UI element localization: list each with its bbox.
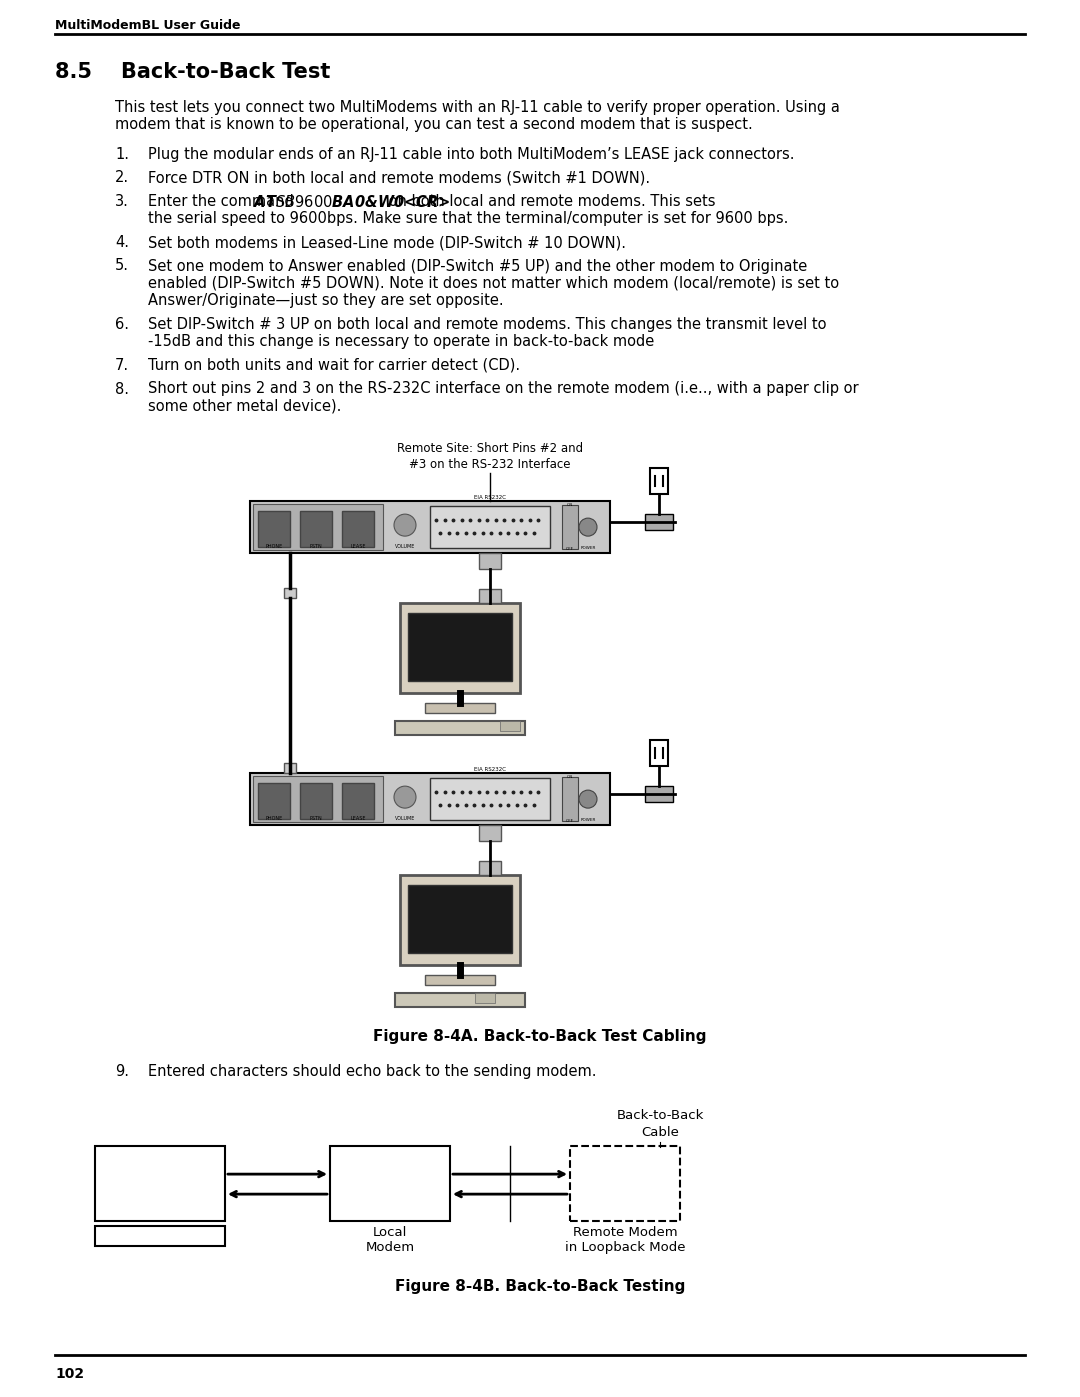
Text: This test lets you connect two MultiModems with an RJ-11 cable to verify proper : This test lets you connect two MultiMode…	[114, 101, 840, 133]
FancyBboxPatch shape	[253, 777, 383, 821]
FancyBboxPatch shape	[400, 604, 519, 693]
Text: 3.: 3.	[114, 194, 129, 210]
Text: PHONE: PHONE	[266, 543, 283, 549]
Text: on both local and remote modems. This sets: on both local and remote modems. This se…	[383, 194, 715, 210]
Text: 2.: 2.	[114, 170, 130, 186]
Text: Enter the command: Enter the command	[148, 194, 298, 210]
Text: POWER: POWER	[580, 819, 596, 821]
Text: 102: 102	[55, 1368, 84, 1382]
Text: LEASE: LEASE	[350, 543, 366, 549]
FancyBboxPatch shape	[342, 511, 374, 548]
FancyBboxPatch shape	[562, 506, 578, 549]
FancyBboxPatch shape	[258, 511, 291, 548]
FancyBboxPatch shape	[426, 703, 495, 712]
FancyBboxPatch shape	[249, 502, 610, 553]
FancyBboxPatch shape	[342, 784, 374, 819]
FancyBboxPatch shape	[650, 468, 669, 495]
Text: Entered characters should echo back to the sending modem.: Entered characters should echo back to t…	[148, 1065, 596, 1078]
Bar	[330, 1146, 450, 1221]
Text: PSTN: PSTN	[310, 816, 322, 821]
FancyBboxPatch shape	[395, 721, 525, 735]
FancyBboxPatch shape	[258, 784, 291, 819]
Bar	[95, 1227, 225, 1246]
Text: PSTN: PSTN	[310, 543, 322, 549]
Text: VOLUME: VOLUME	[395, 543, 415, 549]
Text: ON: ON	[567, 503, 573, 507]
Text: the serial speed to 9600bps. Make sure that the terminal/computer is set for 960: the serial speed to 9600bps. Make sure t…	[148, 211, 788, 226]
Text: Set both modems in Leased-Line mode (DIP-Switch # 10 DOWN).: Set both modems in Leased-Line mode (DIP…	[148, 235, 626, 250]
Bar	[570, 1146, 680, 1221]
FancyBboxPatch shape	[408, 886, 512, 953]
Bar	[95, 1146, 225, 1221]
Text: LEASE: LEASE	[350, 816, 366, 821]
FancyBboxPatch shape	[475, 993, 495, 1003]
FancyBboxPatch shape	[284, 588, 296, 598]
Text: POWER: POWER	[580, 546, 596, 550]
FancyBboxPatch shape	[480, 861, 501, 875]
Text: Short out pins 2 and 3 on the RS-232C interface on the remote modem (i.e.., with: Short out pins 2 and 3 on the RS-232C in…	[148, 381, 859, 414]
Text: Set DIP-Switch # 3 UP on both local and remote modems. This changes the transmit: Set DIP-Switch # 3 UP on both local and …	[148, 317, 826, 349]
FancyBboxPatch shape	[645, 787, 673, 802]
FancyBboxPatch shape	[300, 511, 332, 548]
Text: Plug the modular ends of an RJ-11 cable into both MultiModem’s LEASE jack connec: Plug the modular ends of an RJ-11 cable …	[148, 147, 795, 162]
Text: VOLUME: VOLUME	[395, 816, 415, 821]
FancyBboxPatch shape	[253, 504, 383, 550]
Text: OFF: OFF	[566, 819, 573, 823]
Text: EIA RS232C: EIA RS232C	[474, 495, 507, 500]
FancyBboxPatch shape	[249, 773, 610, 826]
Text: Local
Modem: Local Modem	[365, 1227, 415, 1255]
Text: Figure 8-4A. Back-to-Back Test Cabling: Figure 8-4A. Back-to-Back Test Cabling	[374, 1030, 706, 1044]
Text: Cable: Cable	[642, 1126, 679, 1139]
FancyBboxPatch shape	[650, 740, 669, 766]
Circle shape	[579, 518, 597, 536]
FancyBboxPatch shape	[562, 777, 578, 821]
Text: 8.: 8.	[114, 381, 129, 397]
Text: 9.: 9.	[114, 1065, 129, 1078]
FancyBboxPatch shape	[480, 553, 501, 569]
Text: 5.: 5.	[114, 258, 129, 274]
FancyBboxPatch shape	[500, 721, 519, 731]
Text: Remote Modem
in Loopback Mode: Remote Modem in Loopback Mode	[565, 1227, 685, 1255]
Text: 4.: 4.	[114, 235, 129, 250]
Text: 6.: 6.	[114, 317, 129, 332]
FancyBboxPatch shape	[395, 993, 525, 1007]
FancyBboxPatch shape	[300, 784, 332, 819]
Text: #3 on the RS-232 Interface: #3 on the RS-232 Interface	[409, 458, 570, 471]
FancyBboxPatch shape	[284, 763, 296, 773]
FancyBboxPatch shape	[480, 590, 501, 604]
Text: 1.: 1.	[114, 147, 129, 162]
Text: Back-to-Back: Back-to-Back	[617, 1109, 704, 1122]
Text: ON: ON	[567, 775, 573, 780]
FancyBboxPatch shape	[408, 613, 512, 682]
Text: EIA RS232C: EIA RS232C	[474, 767, 507, 773]
Circle shape	[394, 787, 416, 807]
Text: PHONE: PHONE	[266, 816, 283, 821]
Text: Figure 8-4B. Back-to-Back Testing: Figure 8-4B. Back-to-Back Testing	[395, 1280, 685, 1294]
Text: 7.: 7.	[114, 358, 130, 373]
Text: 8.5    Back-to-Back Test: 8.5 Back-to-Back Test	[55, 61, 330, 82]
Circle shape	[579, 791, 597, 807]
FancyBboxPatch shape	[426, 975, 495, 985]
FancyBboxPatch shape	[400, 875, 519, 965]
FancyBboxPatch shape	[480, 826, 501, 841]
FancyBboxPatch shape	[645, 514, 673, 529]
Text: OFF: OFF	[566, 548, 573, 552]
Circle shape	[394, 514, 416, 536]
Text: Set one modem to Answer enabled (DIP-Switch #5 UP) and the other modem to Origin: Set one modem to Answer enabled (DIP-Swi…	[148, 258, 839, 309]
Text: Force DTR ON in both local and remote modems (Switch #1 DOWN).: Force DTR ON in both local and remote mo…	[148, 170, 650, 186]
FancyBboxPatch shape	[430, 506, 550, 548]
FancyBboxPatch shape	[430, 778, 550, 820]
Text: Turn on both units and wait for carrier detect (CD).: Turn on both units and wait for carrier …	[148, 358, 521, 373]
Text: AT$SB9600$BA0&W0<CR>: AT$SB9600$BA0&W0<CR>	[253, 194, 450, 210]
Text: Remote Site: Short Pins #2 and: Remote Site: Short Pins #2 and	[397, 443, 583, 455]
Text: MultiModemBL User Guide: MultiModemBL User Guide	[55, 20, 241, 32]
